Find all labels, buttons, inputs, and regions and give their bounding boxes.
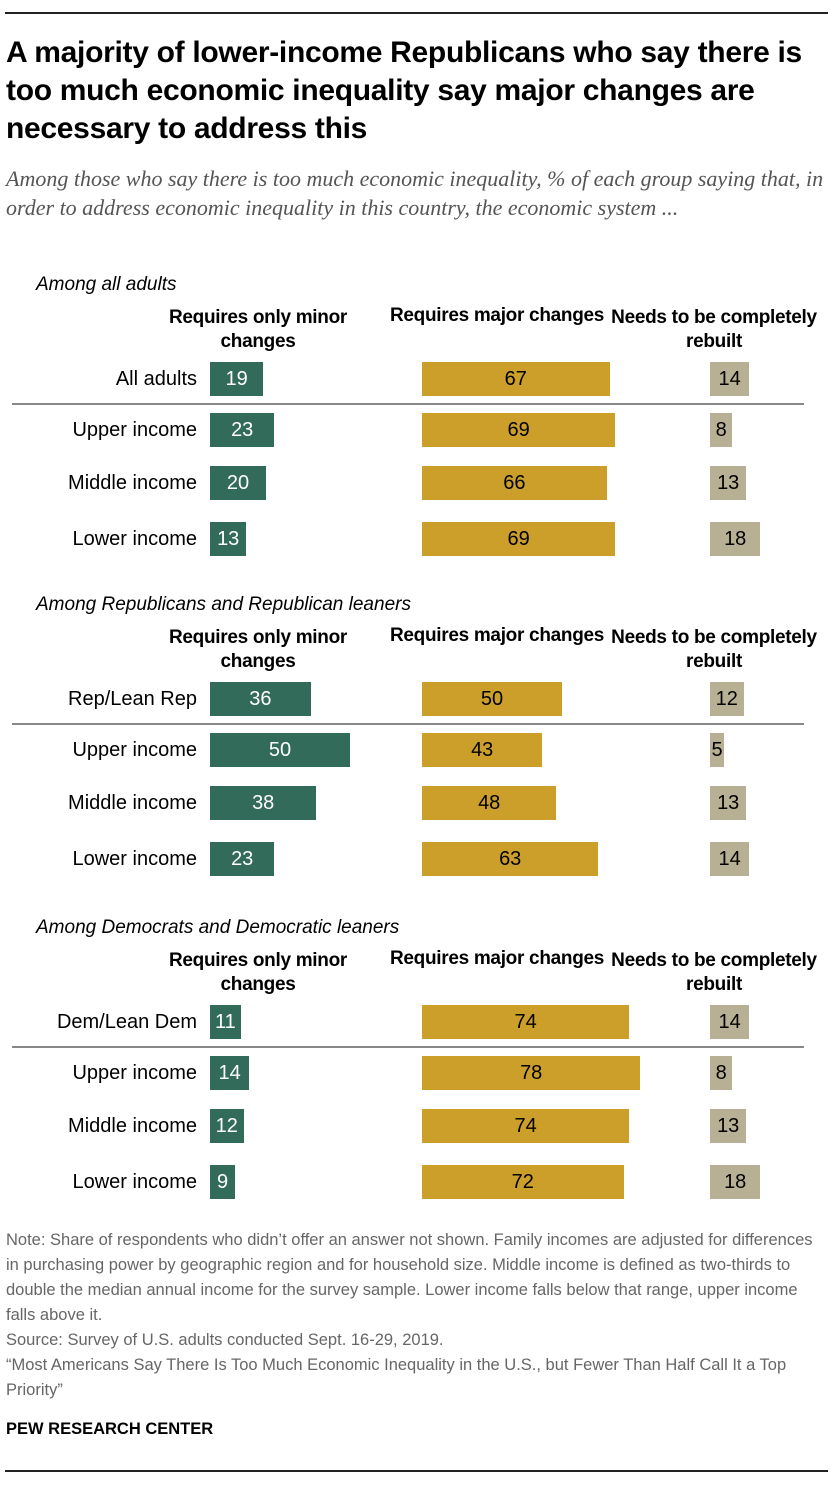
bar: 50 xyxy=(422,682,562,716)
source-text: Source: Survey of U.S. adults conducted … xyxy=(6,1331,444,1349)
bar: 38 xyxy=(210,786,317,820)
bar: 69 xyxy=(422,522,616,556)
column-header: Requires major changes xyxy=(389,625,605,646)
bar: 23 xyxy=(210,842,275,876)
row-label: Lower income xyxy=(72,848,197,870)
column-header: Requires only minor changes xyxy=(168,627,347,672)
bar: 20 xyxy=(210,466,266,500)
separator xyxy=(12,403,804,405)
bottom-rule xyxy=(5,1470,828,1472)
bar: 13 xyxy=(710,466,747,500)
brand-logo: PEW RESEARCH CENTER xyxy=(6,1420,214,1438)
bar: 13 xyxy=(710,786,747,820)
row-label: All adults xyxy=(115,368,197,390)
row-label: Middle income xyxy=(68,792,197,814)
bar: 8 xyxy=(710,413,733,447)
bar: 69 xyxy=(422,413,616,447)
column-header: Needs to be completely rebuilt xyxy=(611,307,817,352)
bar: 66 xyxy=(422,466,607,500)
row-label: Lower income xyxy=(72,528,197,550)
row-label: Upper income xyxy=(72,1062,197,1084)
bar: 19 xyxy=(210,362,264,396)
column-header: Requires major changes xyxy=(389,305,605,326)
bar: 72 xyxy=(422,1165,624,1199)
bar: 67 xyxy=(422,362,610,396)
column-header: Requires only minor changes xyxy=(168,950,347,995)
row-label: Middle income xyxy=(68,1115,197,1137)
report-title: “Most Americans Say There Is Too Much Ec… xyxy=(6,1356,787,1399)
panel-label: Among all adults xyxy=(36,274,177,295)
bar: 74 xyxy=(422,1109,630,1143)
bar: 78 xyxy=(422,1056,641,1090)
bar: 9 xyxy=(210,1165,236,1199)
note-text: Note: Share of respondents who didn’t of… xyxy=(6,1231,813,1324)
bar: 13 xyxy=(210,522,247,556)
bar: 23 xyxy=(210,413,275,447)
column-header: Needs to be completely rebuilt xyxy=(611,950,817,995)
row-label: Rep/Lean Rep xyxy=(68,688,197,710)
bar: 12 xyxy=(710,682,744,716)
row-label: Upper income xyxy=(72,419,197,441)
column-header: Requires only minor changes xyxy=(168,307,347,352)
bar: 48 xyxy=(422,786,557,820)
bar: 14 xyxy=(710,362,750,396)
row-label: Upper income xyxy=(72,739,197,761)
bar: 74 xyxy=(422,1005,630,1039)
bar: 8 xyxy=(710,1056,733,1090)
bar: 36 xyxy=(210,682,311,716)
bar: 12 xyxy=(210,1109,244,1143)
chart-subtitle: Among those who say there is too much ec… xyxy=(6,166,824,220)
chart-title: A majority of lower-income Republicans w… xyxy=(6,36,802,145)
bar: 14 xyxy=(710,842,750,876)
bar: 43 xyxy=(422,733,543,767)
row-label: Middle income xyxy=(68,472,197,494)
bar: 5 xyxy=(710,733,724,767)
column-header: Needs to be completely rebuilt xyxy=(611,627,817,672)
bar: 18 xyxy=(710,522,761,556)
notes: Note: Share of respondents who didn’t of… xyxy=(6,1228,826,1403)
separator xyxy=(12,723,804,725)
row-label: Lower income xyxy=(72,1171,197,1193)
panel-label: Among Democrats and Democratic leaners xyxy=(36,917,400,938)
row-label: Dem/Lean Dem xyxy=(56,1011,197,1033)
bar: 50 xyxy=(210,733,350,767)
column-header: Requires major changes xyxy=(389,948,605,969)
bar: 18 xyxy=(710,1165,761,1199)
bar: 13 xyxy=(710,1109,747,1143)
top-rule xyxy=(5,12,828,14)
bar: 11 xyxy=(210,1005,241,1039)
bar: 63 xyxy=(422,842,599,876)
bar: 14 xyxy=(210,1056,250,1090)
separator xyxy=(12,1046,804,1048)
bar: 14 xyxy=(710,1005,750,1039)
panel-label: Among Republicans and Republican leaners xyxy=(36,594,411,615)
